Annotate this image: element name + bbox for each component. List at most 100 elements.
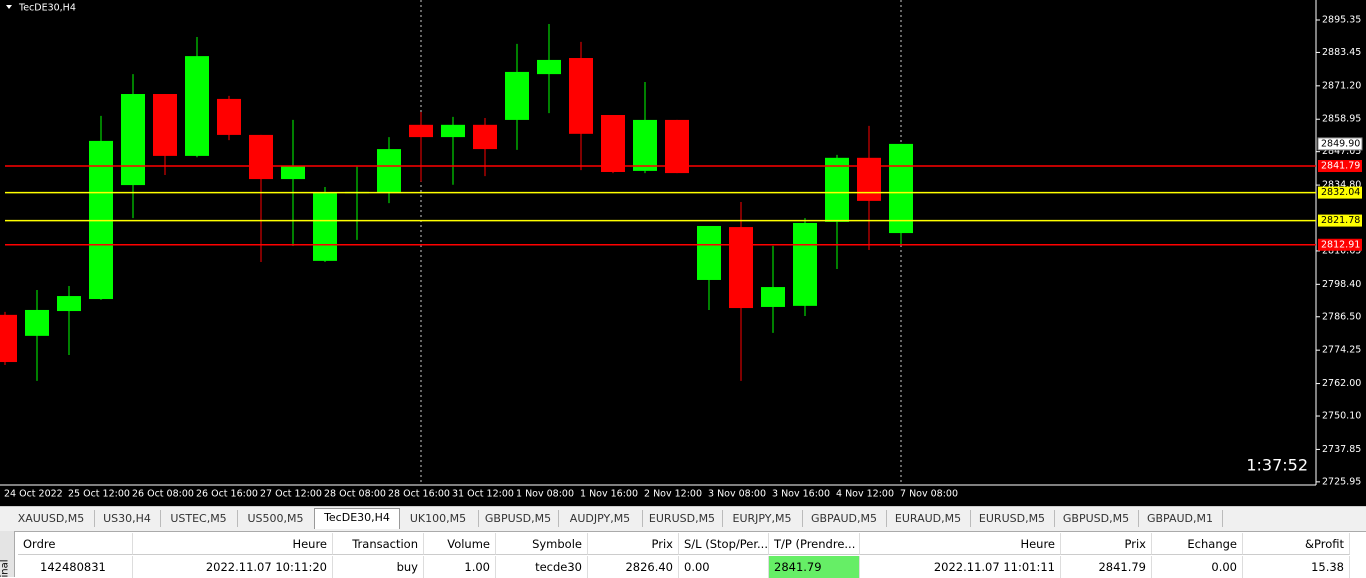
y-tick-label: 2871.20 (1322, 80, 1361, 91)
column-header[interactable]: Prix (1061, 533, 1152, 555)
candle-body (281, 165, 305, 180)
menu-arrow[interactable] (6, 5, 12, 9)
candle-body (57, 296, 81, 312)
table-cell: 2841.79 (1061, 556, 1152, 578)
level-label-bg (1318, 238, 1362, 251)
column-header[interactable]: Symbole (496, 533, 588, 555)
candle-body (537, 59, 561, 75)
chart-tab[interactable]: US500,M5 (237, 510, 315, 527)
candle-body (377, 149, 401, 193)
candle-body (793, 222, 817, 306)
x-tick-label: 4 Nov 12:00 (836, 489, 894, 500)
column-header[interactable]: Volume (424, 533, 496, 555)
column-header[interactable]: &Profit (1243, 533, 1350, 555)
candle-body (0, 314, 17, 363)
x-tick-label: 3 Nov 16:00 (772, 489, 830, 500)
candle-body (601, 115, 625, 172)
table-cell: 2841.79 (769, 556, 860, 578)
x-tick-label: 1 Nov 08:00 (516, 489, 574, 500)
last-price-label: 2849.90 (1321, 138, 1360, 149)
y-tick-label: 2858.95 (1322, 114, 1361, 125)
candle-body (441, 124, 465, 138)
level-label: 2841.79 (1321, 161, 1360, 172)
y-tick-label: 2762.00 (1322, 378, 1361, 389)
chart-symbol: TecDE30,H4 (18, 3, 76, 14)
chart-tab[interactable]: EURUSD,M5 (642, 510, 723, 527)
chart-tab[interactable]: UK100,M5 (398, 510, 479, 527)
x-tick-label: 24 Oct 2022 (4, 489, 63, 500)
chart-tab[interactable]: XAUUSD,M5 (8, 510, 95, 527)
chart-tab[interactable]: EURJPY,M5 (722, 510, 803, 527)
table-cell: buy (333, 556, 424, 578)
level-label: 2832.04 (1321, 187, 1360, 198)
candle-body (409, 124, 433, 138)
x-tick-label: 27 Oct 12:00 (260, 489, 322, 500)
table-cell: 0.00 (1152, 556, 1243, 578)
column-header[interactable]: Prix (588, 533, 679, 555)
x-tick-label: 28 Oct 08:00 (324, 489, 386, 500)
candle-body (729, 227, 753, 309)
level-label-bg (1318, 186, 1362, 199)
y-tick-label: 2883.45 (1322, 47, 1361, 58)
y-tick-label: 2750.10 (1322, 411, 1361, 422)
candle-body (153, 94, 177, 156)
column-header[interactable]: Transaction (333, 533, 424, 555)
chart-tab[interactable]: GBPUSD,M5 (478, 510, 559, 527)
last-price-bg (1317, 137, 1363, 151)
table-cell: 142480831 (18, 556, 133, 578)
y-tick-label: 2834.80 (1322, 180, 1361, 191)
column-header[interactable]: Heure (860, 533, 1061, 555)
chart-tabs: XAUUSD,M5 US30,H4 USTEC,M5 US500,M5 TecDE30,… (0, 506, 1366, 529)
x-tick-label: 25 Oct 12:00 (68, 489, 130, 500)
chart-background (0, 0, 1366, 506)
chart-tab[interactable]: GBPAUD,M5 (802, 510, 887, 527)
price-chart: TecDE30,H4 1:37:52 2895.35 2883.45 2871.20… (0, 0, 1366, 506)
y-tick-label: 2774.25 (1322, 345, 1361, 356)
column-header[interactable]: S/L (Stop/Per... (679, 533, 769, 555)
level-label-bg (1318, 214, 1362, 227)
table-cell: tecde30 (496, 556, 588, 578)
chart-tab[interactable]: GBPAUD,M1 (1138, 510, 1223, 527)
table-cell: 0.00 (679, 556, 769, 578)
candle-body (569, 58, 593, 134)
y-tick-label: 2810.65 (1322, 245, 1361, 256)
candle-body (665, 119, 689, 174)
candle-body (185, 56, 209, 156)
candle-body (121, 94, 145, 186)
bar-countdown: 1:37:52 (1246, 456, 1308, 475)
chart-tab[interactable]: EURAUD,M5 (886, 510, 971, 527)
table-cell: 15.38 (1243, 556, 1350, 578)
x-tick-label: 3 Nov 08:00 (708, 489, 766, 500)
candle-body (697, 225, 721, 280)
candle-body (249, 134, 273, 180)
column-header[interactable]: Echange (1152, 533, 1243, 555)
level-label: 2821.78 (1321, 215, 1360, 226)
chart-tab[interactable]: TecDE30,H4 (314, 508, 400, 529)
candle-body (25, 309, 49, 336)
y-tick-label: 2847.05 (1322, 146, 1361, 157)
column-header[interactable]: Ordre (18, 533, 133, 555)
chart-tab[interactable]: GBPUSD,M5 (1054, 510, 1139, 527)
y-tick-label: 2895.35 (1322, 14, 1361, 25)
table-cell: 2022.11.07 11:01:11 (860, 556, 1061, 578)
chart-tab[interactable]: USTEC,M5 (160, 510, 238, 527)
chart-tab[interactable]: EURUSD,M5 (970, 510, 1055, 527)
candle-body (889, 143, 913, 234)
x-tick-label: 26 Oct 16:00 (196, 489, 258, 500)
candle-body (505, 71, 529, 120)
column-header[interactable]: Heure (133, 533, 333, 555)
sidebar-label: inal (0, 559, 11, 578)
x-tick-label: 26 Oct 08:00 (132, 489, 194, 500)
x-tick-label: 2 Nov 12:00 (644, 489, 702, 500)
x-tick-label: 28 Oct 16:00 (388, 489, 450, 500)
chart-tab[interactable]: US30,H4 (94, 510, 161, 527)
chart-tab[interactable]: AUDJPY,M5 (558, 510, 643, 527)
candle-body (217, 98, 241, 135)
level-label-bg (1318, 160, 1362, 173)
x-tick-label: 7 Nov 08:00 (900, 489, 958, 500)
table-cell: 2826.40 (588, 556, 679, 578)
table-cell: 1.00 (424, 556, 496, 578)
candle-body (313, 192, 337, 261)
column-header[interactable]: T/P (Prendre... (769, 533, 860, 555)
